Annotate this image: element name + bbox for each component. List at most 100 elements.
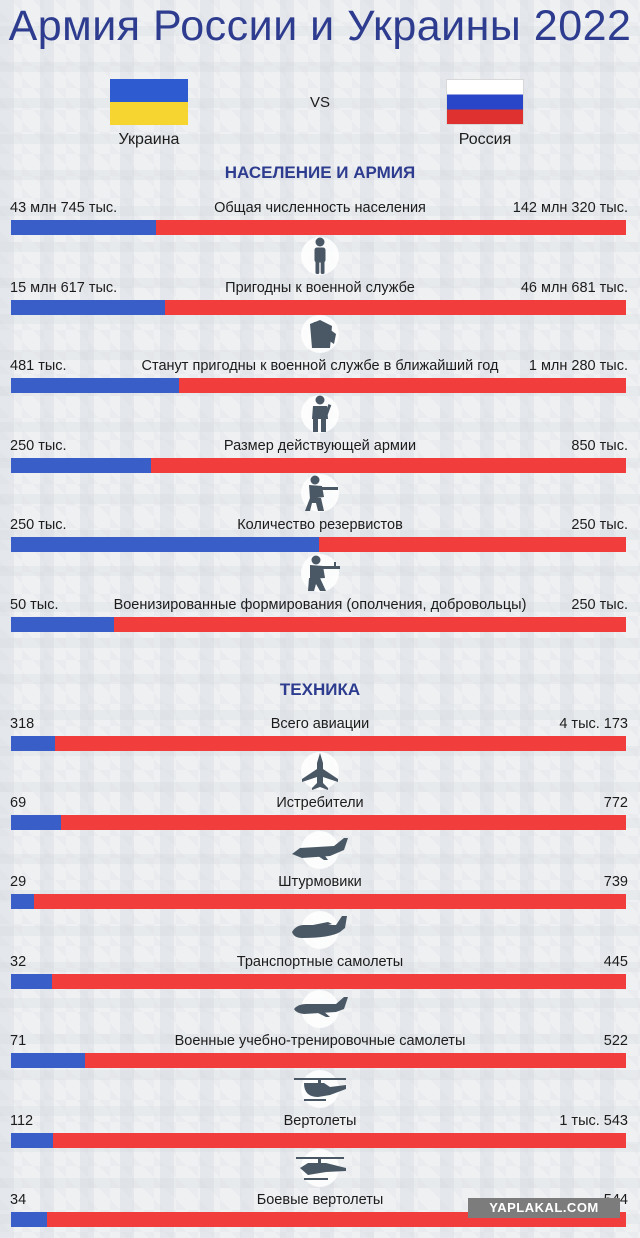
russia-bar: [165, 300, 626, 315]
ukraine-value: 318: [10, 716, 35, 732]
ukraine-bar: [11, 1053, 85, 1068]
comparison-row: Военные учебно-тренировочные самолеты 71 5…: [0, 1033, 640, 1073]
ukraine-bar: [11, 736, 55, 751]
russia-bar: [53, 1133, 626, 1148]
comparison-bar: [11, 300, 626, 315]
russia-bar: [114, 617, 626, 632]
ukraine-bar: [11, 300, 165, 315]
comparison-row: Общая численность населения 43 млн 745 ты…: [0, 200, 640, 240]
comparison-bar: [11, 220, 626, 235]
comparison-bar: [11, 458, 626, 473]
ukraine-value: 69: [10, 795, 27, 811]
ukraine-value: 250 тыс.: [10, 517, 67, 533]
russia-bar: [55, 736, 626, 751]
russia-value: 1 тыс. 543: [559, 1113, 628, 1129]
russia-bar: [34, 894, 626, 909]
country-ukraine: Украина: [118, 131, 180, 148]
ukraine-value: 112: [10, 1113, 34, 1129]
row-label: Общая численность населения: [214, 200, 426, 216]
row-label: Штурмовики: [278, 874, 362, 890]
ukraine-bar: [11, 537, 319, 552]
uniform-icon: [290, 314, 350, 354]
row-label: Станут пригодны к военной службе в ближа…: [141, 358, 499, 374]
helicopter-icon: [290, 1069, 350, 1109]
russia-value: 250 тыс.: [571, 597, 628, 613]
row-label: Размер действующей армии: [223, 438, 417, 454]
comparison-bar: [11, 537, 626, 552]
comparison-bar: [11, 617, 626, 632]
russia-bar: [156, 220, 626, 235]
row-label: Всего авиации: [270, 716, 370, 732]
ukraine-value: 34: [10, 1192, 27, 1208]
russia-bar: [319, 537, 626, 552]
comparison-row: Пригодны к военной службе 15 млн 617 тыс.…: [0, 280, 640, 320]
person-icon: [290, 236, 350, 276]
russia-value: 1 млн 280 тыс.: [528, 358, 628, 374]
ukraine-bar: [11, 1133, 53, 1148]
comparison-bar: [11, 378, 626, 393]
ukraine-value: 50 тыс.: [10, 597, 59, 613]
comparison-row: Количество резервистов 250 тыс. 250 тыс.: [0, 517, 640, 557]
row-label: Истребители: [276, 795, 364, 811]
ukraine-bar: [11, 220, 156, 235]
comparison-bar: [11, 974, 626, 989]
russia-value: 142 млн 320 тыс.: [512, 200, 628, 216]
comparison-row: Вертолеты 112 1 тыс. 543: [0, 1113, 640, 1153]
country-russia: Россия: [458, 131, 512, 148]
russia-bar: [151, 458, 626, 473]
ukraine-bar: [11, 458, 151, 473]
comparison-row: Всего авиации 318 4 тыс. 173: [0, 716, 640, 756]
ukraine-bar: [11, 378, 179, 393]
fighter-jet-icon: [290, 751, 350, 791]
section-title: ТЕХНИКА: [279, 680, 361, 699]
ukraine-flag-icon: [110, 79, 188, 125]
trainer-plane-icon: [290, 989, 350, 1029]
comparison-bar: [11, 1053, 626, 1068]
rifleman-icon: [290, 553, 350, 593]
kneeling-soldier-icon: [290, 473, 350, 513]
russia-bar: [179, 378, 626, 393]
section-title: НАСЕЛЕНИЕ И АРМИЯ: [224, 163, 416, 182]
page-title: Армия России и Украины 2022: [8, 2, 632, 50]
comparison-row: Военизированные формирования (ополчения,…: [0, 597, 640, 637]
comparison-row: Транспортные самолеты 32 445: [0, 954, 640, 994]
attack-helicopter-icon: [290, 1148, 350, 1188]
row-label: Военизированные формирования (ополчения,…: [113, 597, 527, 613]
russia-bar: [52, 974, 626, 989]
attack-aircraft-icon: [290, 830, 350, 870]
vs-label: VS: [309, 94, 330, 111]
soldier-icon: [290, 394, 350, 434]
comparison-bar: [11, 736, 626, 751]
russia-value: 4 тыс. 173: [559, 716, 628, 732]
row-label: Боевые вертолеты: [256, 1192, 384, 1208]
ukraine-value: 15 млн 617 тыс.: [10, 280, 118, 296]
comparison-bar: [11, 1133, 626, 1148]
russia-value: 739: [603, 874, 628, 890]
russia-value: 250 тыс.: [571, 517, 628, 533]
row-label: Количество резервистов: [237, 517, 403, 533]
ukraine-bar: [11, 894, 34, 909]
watermark: YAPLAKAL.COM: [468, 1198, 620, 1218]
comparison-bar: [11, 815, 626, 830]
comparison-bar: [11, 894, 626, 909]
russia-value: 445: [603, 954, 628, 970]
row-label: Военные учебно-тренировочные самолеты: [174, 1033, 466, 1049]
russia-value: 522: [603, 1033, 628, 1049]
ukraine-bar: [11, 974, 52, 989]
comparison-row: Станут пригодны к военной службе в ближа…: [0, 358, 640, 398]
row-label: Пригодны к военной службе: [225, 280, 415, 296]
ukraine-value: 29: [10, 874, 27, 890]
ukraine-value: 250 тыс.: [10, 438, 67, 454]
ukraine-bar: [11, 1212, 47, 1227]
ukraine-value: 481 тыс.: [10, 358, 67, 374]
comparison-row: Истребители 69 772: [0, 795, 640, 835]
ukraine-value: 43 млн 745 тыс.: [10, 200, 118, 216]
ukraine-bar: [11, 815, 61, 830]
russia-bar: [61, 815, 626, 830]
ukraine-bar: [11, 617, 114, 632]
row-label: Вертолеты: [283, 1113, 357, 1129]
comparison-row: Размер действующей армии 250 тыс. 850 тыс.: [0, 438, 640, 478]
russia-value: 46 млн 681 тыс.: [520, 280, 628, 296]
russia-flag-icon: [446, 79, 524, 125]
transport-plane-icon: [290, 910, 350, 950]
